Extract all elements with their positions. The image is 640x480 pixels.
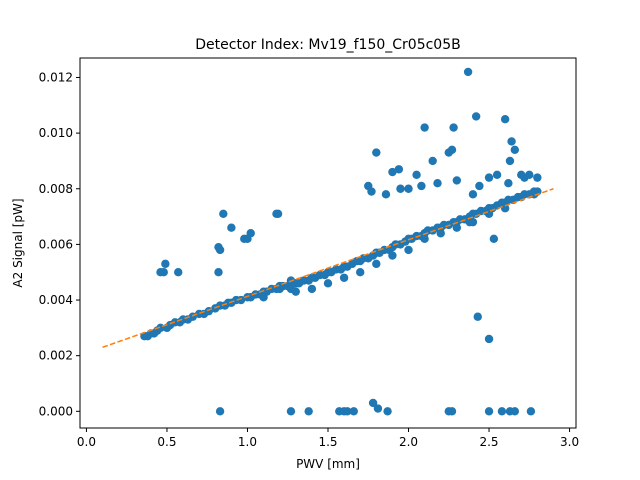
y-tick-label: 0.002 bbox=[39, 349, 73, 363]
fit-layer bbox=[102, 188, 554, 349]
y-axis-label: A2 Signal [pW] bbox=[11, 198, 25, 287]
x-tick-label: 0.0 bbox=[77, 435, 96, 449]
y-tick-label: 0.012 bbox=[39, 70, 73, 84]
data-point bbox=[372, 259, 381, 269]
data-point bbox=[504, 178, 513, 188]
data-point bbox=[484, 334, 494, 344]
data-point bbox=[323, 279, 333, 288]
data-point bbox=[236, 295, 246, 305]
data-point bbox=[471, 112, 481, 121]
data-point bbox=[489, 234, 499, 244]
data-point bbox=[525, 170, 534, 180]
data-point bbox=[510, 407, 520, 416]
x-tick-label: 2.0 bbox=[399, 435, 418, 449]
y-tick-label: 0.010 bbox=[39, 126, 73, 140]
data-point bbox=[343, 407, 352, 416]
data-point bbox=[356, 268, 365, 277]
data-point bbox=[215, 245, 225, 255]
data-point bbox=[383, 407, 392, 416]
data-point bbox=[436, 229, 445, 238]
y-tick-label: 0.004 bbox=[39, 293, 73, 307]
data-point bbox=[507, 137, 516, 146]
data-point bbox=[404, 245, 413, 255]
data-point bbox=[420, 234, 429, 244]
data-point bbox=[449, 123, 458, 132]
data-point bbox=[215, 407, 225, 416]
data-point bbox=[174, 268, 183, 277]
data-point bbox=[388, 251, 397, 260]
data-point bbox=[412, 170, 421, 180]
data-point bbox=[388, 167, 397, 177]
data-point bbox=[259, 293, 268, 302]
data-point bbox=[367, 187, 376, 196]
data-point bbox=[246, 229, 255, 238]
data-point bbox=[286, 284, 296, 294]
data-point bbox=[219, 209, 228, 218]
axes-background bbox=[80, 58, 576, 428]
data-point bbox=[349, 407, 358, 416]
data-point bbox=[465, 217, 474, 227]
data-point bbox=[505, 156, 515, 166]
data-point bbox=[473, 312, 482, 321]
data-point bbox=[463, 67, 473, 77]
data-point bbox=[533, 173, 542, 182]
data-point bbox=[452, 176, 462, 185]
data-point bbox=[420, 123, 429, 132]
data-point bbox=[433, 178, 442, 188]
data-point bbox=[417, 181, 426, 191]
data-point bbox=[484, 173, 494, 182]
data-point bbox=[396, 184, 405, 193]
y-tick-label: 0.006 bbox=[39, 237, 73, 251]
data-point bbox=[156, 268, 165, 277]
data-point bbox=[404, 184, 413, 193]
y-axis-ticks: 0.000 0.002 0.004 0.006 0.008 0.010 0.012 bbox=[39, 70, 80, 418]
x-tick-label: 3.0 bbox=[560, 435, 579, 449]
data-point bbox=[381, 190, 391, 199]
data-point bbox=[373, 404, 383, 413]
x-axis-label: PWV [mm] bbox=[296, 457, 360, 471]
data-point bbox=[447, 145, 457, 154]
y-tick-label: 0.008 bbox=[39, 182, 73, 196]
x-tick-label: 1.0 bbox=[238, 435, 257, 449]
chart-title: Detector Index: Mv19_f150_Cr05c05B bbox=[195, 37, 460, 53]
x-tick-label: 0.5 bbox=[157, 435, 176, 449]
data-point bbox=[161, 259, 170, 269]
data-point bbox=[304, 407, 313, 416]
x-tick-label: 1.5 bbox=[318, 435, 337, 449]
data-point bbox=[273, 209, 283, 218]
data-point bbox=[372, 148, 381, 157]
fit-line bbox=[102, 188, 554, 349]
data-point bbox=[492, 170, 502, 180]
data-point bbox=[452, 223, 462, 232]
data-point bbox=[500, 115, 510, 124]
data-point bbox=[497, 407, 507, 416]
data-point bbox=[275, 284, 284, 294]
data-point bbox=[484, 407, 494, 416]
data-point bbox=[428, 156, 437, 166]
data-point bbox=[286, 407, 296, 416]
data-point bbox=[214, 268, 223, 277]
data-point bbox=[475, 181, 484, 191]
data-point bbox=[447, 407, 457, 416]
plot-area bbox=[79, 57, 577, 429]
data-point bbox=[368, 398, 378, 408]
x-tick-label: 2.5 bbox=[479, 435, 498, 449]
data-point bbox=[510, 145, 520, 154]
data-point bbox=[307, 284, 317, 294]
data-point bbox=[526, 407, 536, 416]
x-axis-ticks: 0.0 0.5 1.0 1.5 2.0 2.5 3.0 bbox=[77, 428, 579, 449]
data-point bbox=[500, 204, 510, 213]
data-point bbox=[227, 223, 236, 232]
y-tick-label: 0.000 bbox=[39, 404, 73, 418]
data-point bbox=[394, 165, 404, 174]
data-point bbox=[339, 273, 349, 282]
data-point bbox=[468, 190, 478, 199]
